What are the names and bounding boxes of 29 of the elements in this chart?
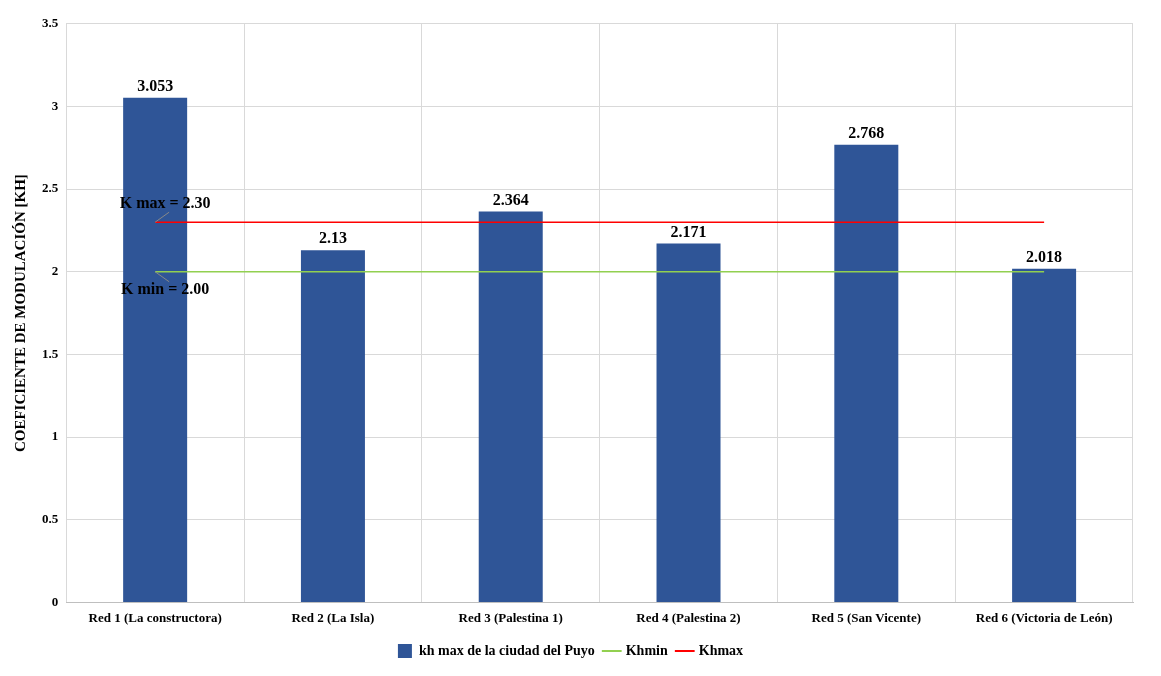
y-tick-label: 0.5 (42, 511, 59, 527)
y-tick-label: 3 (51, 97, 59, 113)
y-tick-label: 2.5 (42, 180, 59, 196)
data-label: 2.13 (318, 229, 347, 247)
legend-label: Khmin (625, 642, 668, 658)
x-tick-label: Red 4 (Palestina 2) (636, 609, 741, 625)
y-tick-label: 1 (51, 428, 59, 444)
data-label: 2.768 (848, 123, 885, 141)
data-label: 3.053 (137, 76, 174, 94)
bar (300, 250, 365, 602)
x-tick-label: Red 1 (La constructora) (88, 609, 222, 625)
data-label: 2.364 (492, 190, 529, 208)
bar (834, 144, 899, 602)
legend-label: Khmax (698, 642, 744, 658)
x-tick-label: Red 3 (Palestina 1) (458, 609, 563, 625)
bar (1012, 268, 1077, 602)
bar (656, 243, 721, 602)
data-label: 2.018 (1026, 247, 1063, 265)
x-tick-label: Red 2 (La Isla) (291, 609, 375, 625)
data-label: 2.171 (670, 222, 707, 240)
y-axis-title: COEFICIENTE DE MODULACIÓN [KH] (11, 174, 28, 453)
y-tick-label: 1.5 (42, 345, 59, 361)
bar (478, 211, 543, 602)
y-tick-label: 2 (51, 263, 59, 279)
y-tick-label: 3.5 (42, 15, 59, 31)
legend-label: kh max de la ciudad del Puyo (418, 642, 595, 658)
x-tick-label: Red 5 (San Vicente) (811, 609, 922, 625)
y-tick-label: 0 (51, 593, 59, 609)
x-tick-label: Red 6 (Victoria de León) (975, 609, 1113, 625)
